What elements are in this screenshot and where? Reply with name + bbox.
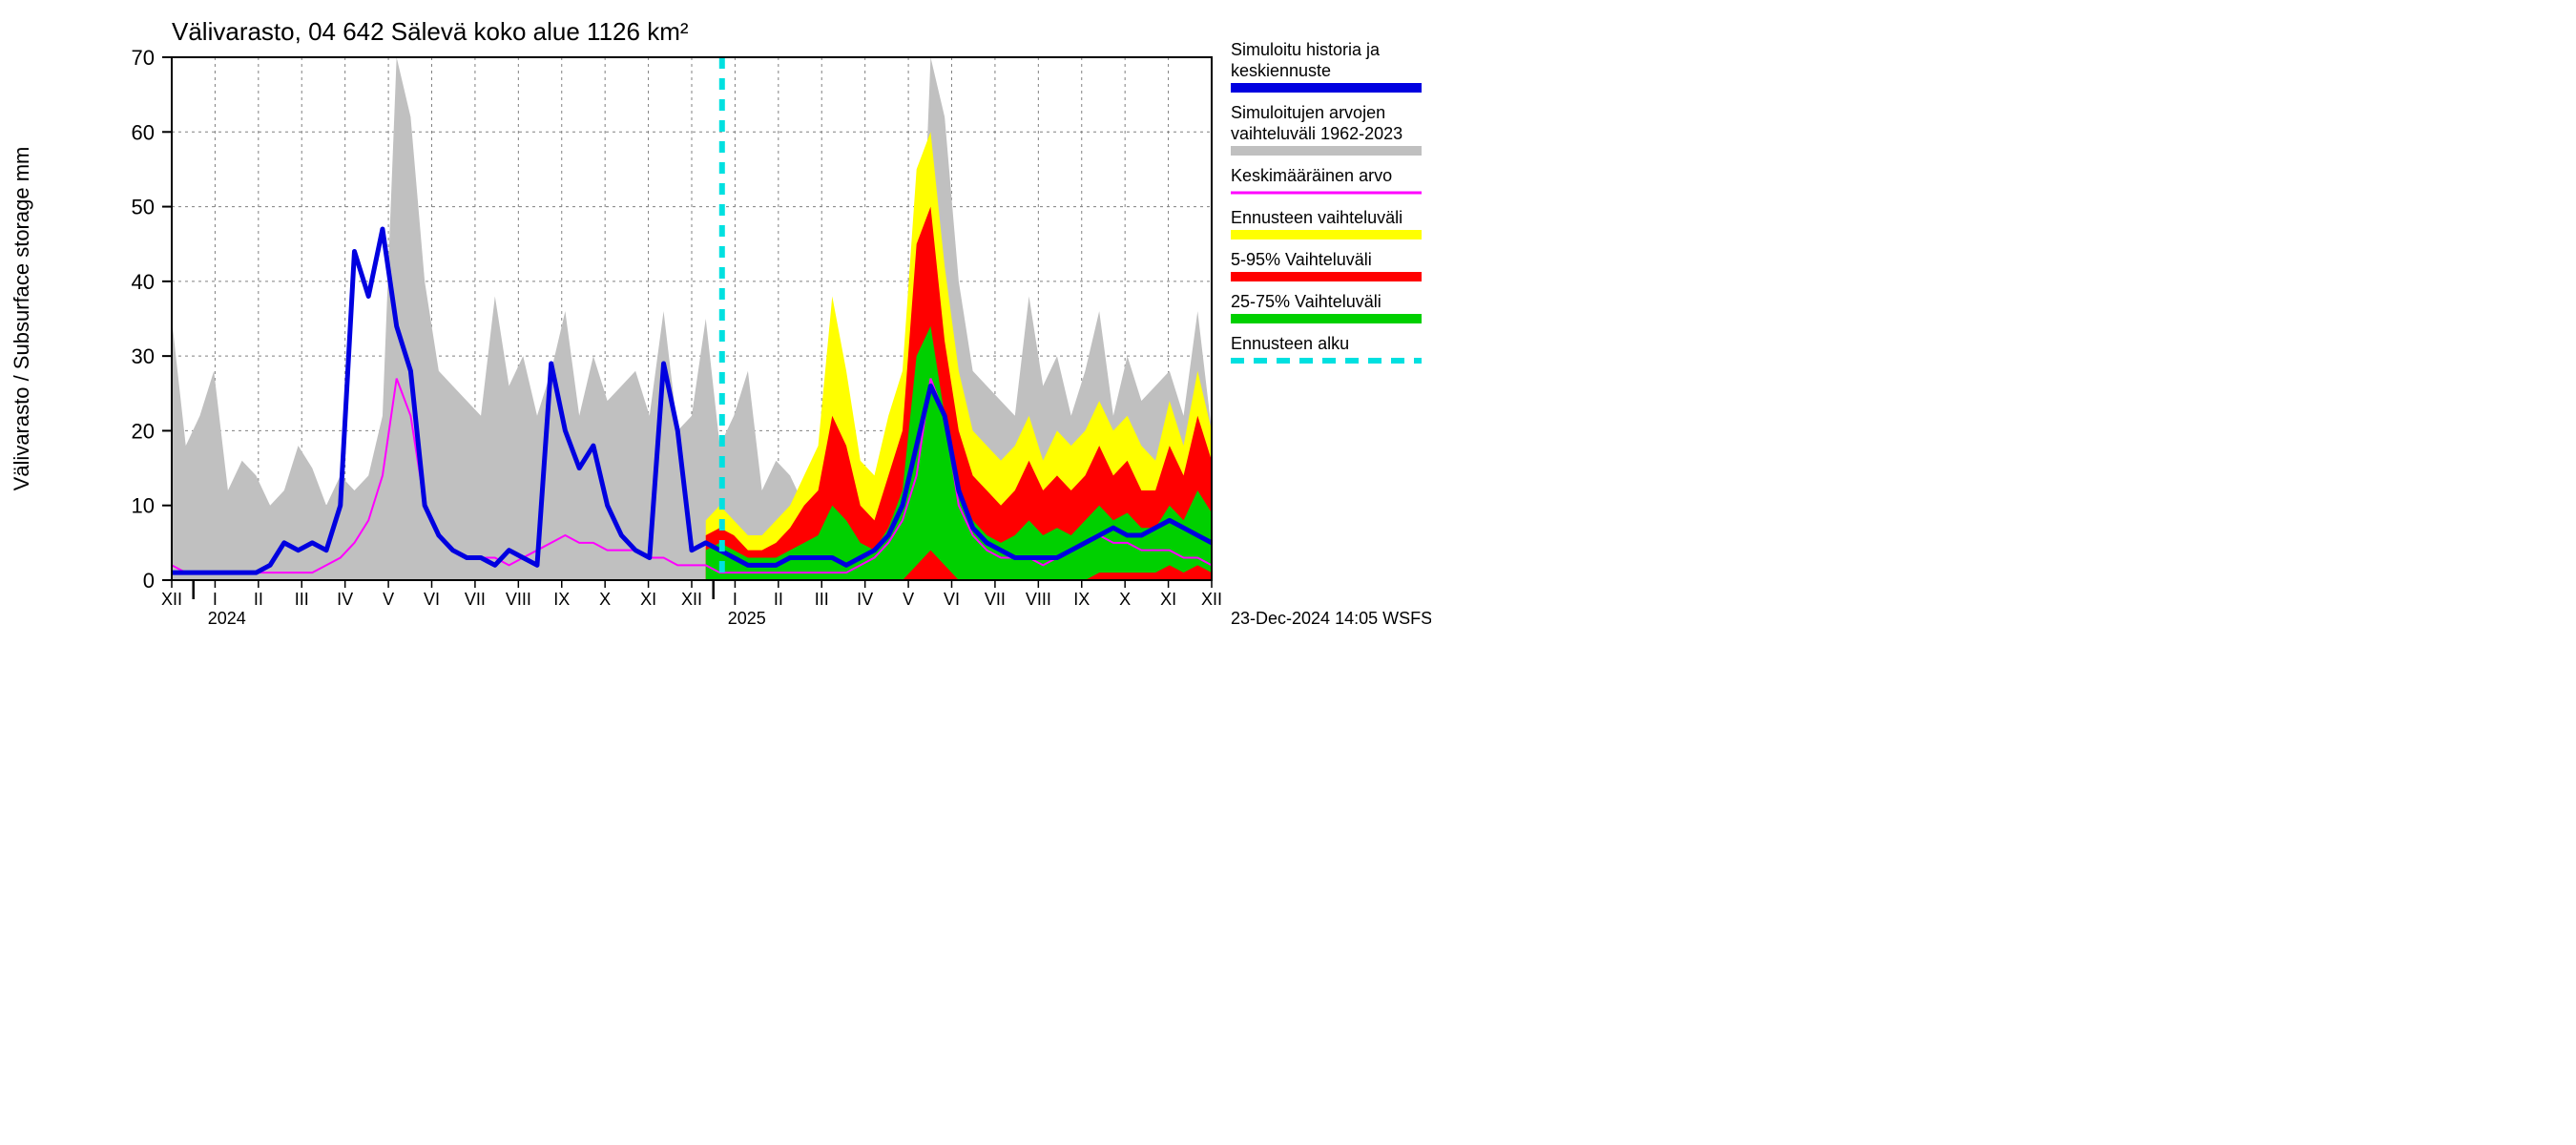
ytick-label: 0 xyxy=(143,569,155,593)
legend-label: Simuloitujen arvojen xyxy=(1231,103,1385,122)
month-label: II xyxy=(254,590,263,609)
month-label: XII xyxy=(161,590,182,609)
year-label: 2025 xyxy=(728,609,766,628)
month-label: VI xyxy=(424,590,440,609)
month-label: II xyxy=(774,590,783,609)
month-label: VII xyxy=(985,590,1006,609)
year-label: 2024 xyxy=(208,609,246,628)
footer-timestamp: 23-Dec-2024 14:05 WSFS-O xyxy=(1231,609,1431,628)
y-axis-label: Välivarasto / Subsurface storage mm xyxy=(10,147,33,491)
ytick-label: 40 xyxy=(132,270,155,294)
legend-label: Ennusteen alku xyxy=(1231,334,1349,353)
ytick-label: 50 xyxy=(132,196,155,219)
month-label: V xyxy=(903,590,914,609)
legend-label: Simuloitu historia ja xyxy=(1231,40,1381,59)
month-label: V xyxy=(383,590,394,609)
legend-label: Keskimääräinen arvo xyxy=(1231,166,1392,185)
month-label: I xyxy=(213,590,218,609)
month-label: XII xyxy=(681,590,702,609)
legend-label: keskiennuste xyxy=(1231,61,1331,80)
chart-title: Välivarasto, 04 642 Sälevä koko alue 112… xyxy=(172,17,689,46)
legend-label: 25-75% Vaihteluväli xyxy=(1231,292,1381,311)
month-label: XI xyxy=(1160,590,1176,609)
chart-container: 010203040506070XIIIIIIIIIVVVIVIIVIIIIXXX… xyxy=(0,0,1431,635)
legend-label: 5-95% Vaihteluväli xyxy=(1231,250,1372,269)
month-label: IX xyxy=(553,590,570,609)
ytick-label: 70 xyxy=(132,46,155,70)
month-label: X xyxy=(599,590,611,609)
month-label: IV xyxy=(857,590,873,609)
ytick-label: 30 xyxy=(132,344,155,368)
ytick-label: 10 xyxy=(132,494,155,518)
month-label: XII xyxy=(1201,590,1222,609)
month-label: VIII xyxy=(506,590,531,609)
month-label: IX xyxy=(1073,590,1090,609)
legend-label: Ennusteen vaihteluväli xyxy=(1231,208,1402,227)
month-label: III xyxy=(815,590,829,609)
month-label: VIII xyxy=(1026,590,1051,609)
chart-svg: 010203040506070XIIIIIIIIIVVVIVIIVIIIIXXX… xyxy=(0,0,1431,635)
month-label: IV xyxy=(337,590,353,609)
month-label: XI xyxy=(640,590,656,609)
legend-label: vaihteluväli 1962-2023 xyxy=(1231,124,1402,143)
month-label: III xyxy=(295,590,309,609)
month-label: X xyxy=(1119,590,1131,609)
month-label: VI xyxy=(944,590,960,609)
month-label: I xyxy=(733,590,737,609)
ytick-label: 60 xyxy=(132,120,155,144)
ytick-label: 20 xyxy=(132,419,155,443)
month-label: VII xyxy=(465,590,486,609)
